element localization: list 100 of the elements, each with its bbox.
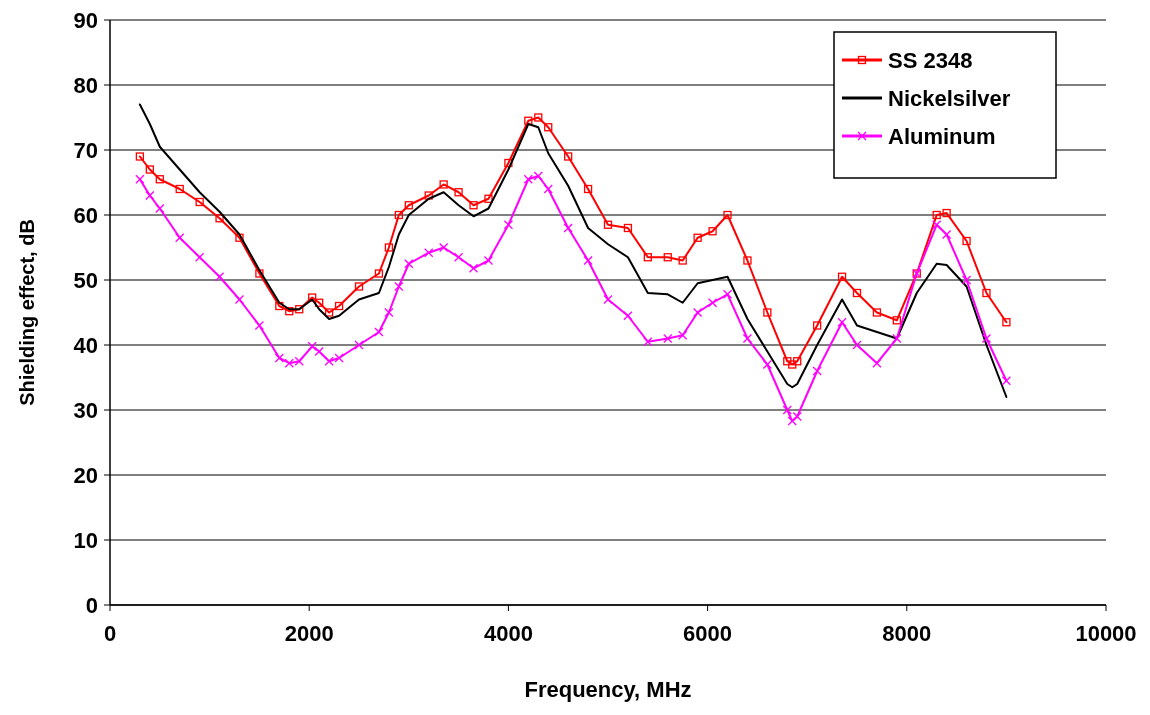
point [643, 337, 653, 347]
point [692, 307, 703, 318]
point [643, 253, 652, 262]
point [763, 308, 772, 317]
point [469, 201, 478, 210]
point [523, 174, 533, 184]
x-tick-label: 0 [103, 621, 117, 646]
point [981, 333, 992, 344]
y-tick-label: 10 [73, 527, 98, 553]
point [324, 308, 334, 317]
point [215, 214, 224, 223]
point [424, 248, 434, 258]
y-tick-label: 0 [85, 592, 98, 618]
point [623, 311, 633, 321]
point [812, 366, 822, 376]
x-axis-title: Frequency, MHz [524, 677, 692, 702]
point [195, 197, 204, 207]
point [175, 184, 184, 194]
point [603, 220, 613, 229]
point [1001, 376, 1012, 386]
y-tick-label: 40 [73, 332, 98, 358]
point [285, 307, 294, 316]
point [782, 405, 792, 415]
point [394, 210, 403, 220]
legend-label: Nickelsilver [888, 85, 1011, 111]
y-tick-label: 90 [73, 7, 98, 33]
point [484, 194, 493, 203]
point [354, 340, 364, 350]
point [155, 203, 165, 214]
point [723, 210, 732, 220]
point [214, 272, 225, 282]
point [155, 175, 164, 184]
point [722, 289, 733, 299]
point [623, 223, 633, 233]
point [334, 301, 344, 311]
point [544, 123, 553, 132]
legend-label: SS 2348 [888, 47, 973, 73]
point [235, 233, 244, 242]
point [468, 263, 479, 273]
point [787, 416, 797, 426]
point [194, 252, 205, 262]
x-tick-label: 6000 [683, 621, 733, 646]
point [454, 188, 463, 197]
point [533, 171, 543, 181]
point [175, 233, 185, 243]
point [234, 294, 245, 305]
point [961, 275, 972, 285]
point [693, 233, 702, 242]
point [783, 357, 792, 366]
point [932, 210, 941, 220]
point [892, 316, 901, 325]
x-tick-label: 8000 [882, 621, 932, 646]
point [892, 333, 902, 344]
legend-label: Aluminum [888, 123, 996, 149]
point [583, 255, 593, 266]
point [813, 321, 822, 330]
point [837, 272, 847, 281]
point [439, 242, 449, 253]
point [334, 353, 344, 363]
point [275, 301, 284, 311]
y-tick-label: 60 [73, 202, 98, 228]
point [793, 357, 802, 366]
point [354, 282, 364, 291]
y-tick-label: 30 [73, 397, 98, 423]
point [135, 174, 145, 184]
point [145, 190, 155, 201]
point [504, 158, 513, 168]
point [788, 360, 797, 369]
point [384, 307, 394, 318]
y-tick-label: 70 [73, 137, 98, 163]
point [424, 191, 433, 200]
point [295, 305, 304, 314]
point [603, 294, 613, 305]
point [583, 184, 593, 194]
point [678, 330, 688, 340]
point [743, 256, 752, 265]
point [708, 227, 717, 236]
point [742, 333, 753, 344]
point [145, 165, 154, 174]
point [663, 333, 673, 344]
x-tick-label: 4000 [483, 621, 533, 646]
point [524, 116, 533, 125]
point [483, 255, 494, 266]
point [254, 320, 265, 331]
point [315, 298, 324, 307]
point [942, 208, 951, 218]
point [852, 340, 862, 350]
point [663, 253, 672, 262]
point [274, 353, 284, 363]
point [762, 359, 773, 370]
point [678, 256, 687, 265]
point [314, 346, 324, 357]
point [503, 220, 514, 230]
x-tick-label: 10000 [1075, 621, 1137, 646]
point [872, 308, 882, 317]
x-tick-label: 2000 [284, 621, 334, 646]
point [374, 269, 384, 278]
point [543, 184, 553, 194]
point [384, 243, 394, 252]
point [982, 288, 991, 298]
